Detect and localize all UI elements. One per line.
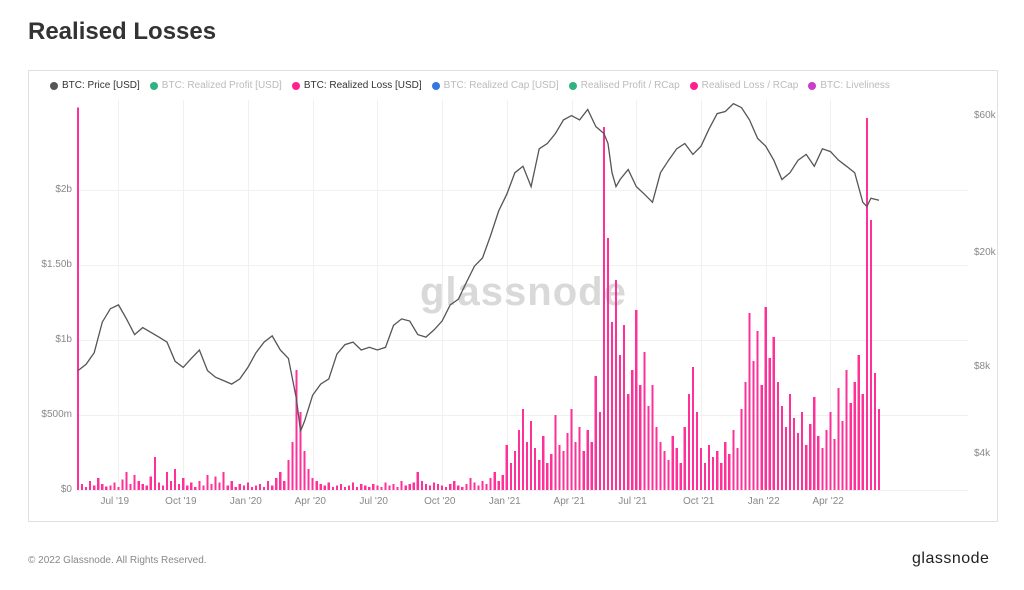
glassnode-logo: glassnode [912, 550, 989, 568]
footer-copyright: © 2022 Glassnode. All Rights Reserved. [28, 555, 207, 566]
price-line [0, 0, 1024, 590]
price-path [78, 104, 879, 432]
